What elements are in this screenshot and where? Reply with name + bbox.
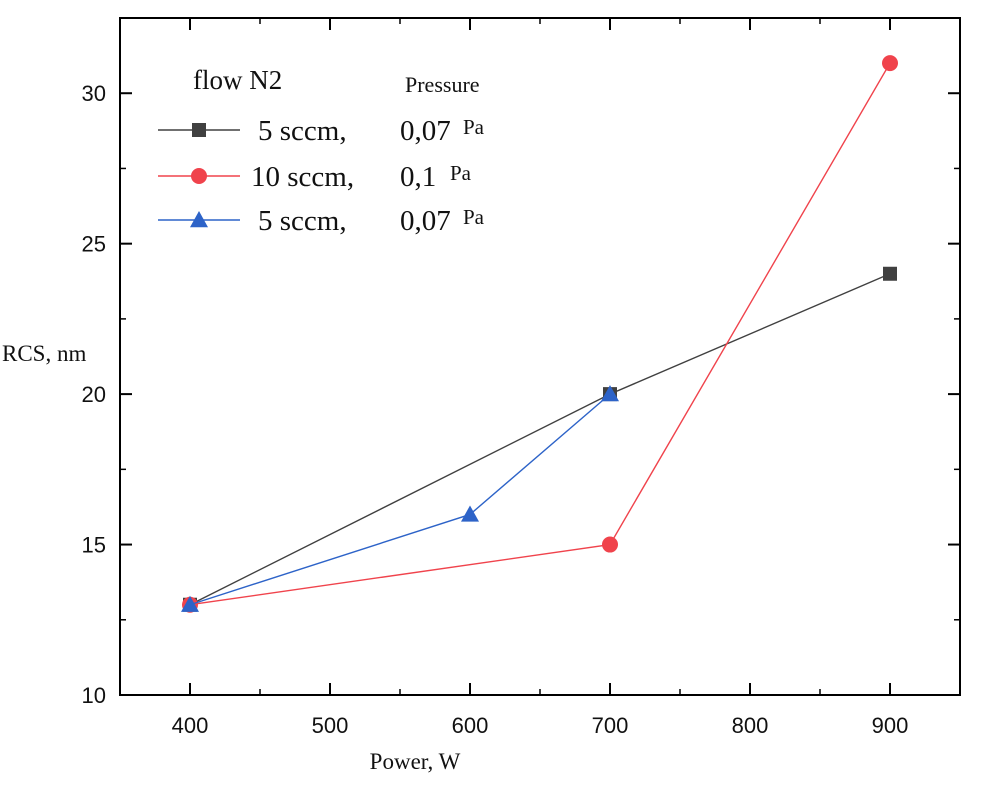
- series-layer: [181, 55, 898, 613]
- series-3: [181, 385, 619, 612]
- x-axis-title: Power, W: [370, 749, 461, 774]
- triangle-marker: [601, 385, 619, 402]
- y-tick-label: 25: [82, 232, 106, 257]
- triangle-marker: [181, 595, 199, 612]
- x-tick-label: 900: [872, 713, 909, 738]
- y-axis-title: RCS, nm: [2, 341, 86, 366]
- x-axis: 400 500 600 700 800 900: [119, 18, 961, 738]
- x-tick-label: 500: [312, 713, 349, 738]
- x-tick-label: 800: [732, 713, 769, 738]
- circle-marker: [882, 55, 898, 72]
- y-tick-label: 15: [82, 533, 106, 558]
- x-tick-label: 400: [172, 713, 209, 738]
- legend-entry: 5 sccm, 0,07 Pa: [158, 115, 485, 147]
- legend-pressure-header: Pressure: [405, 72, 480, 97]
- legend-pressure-unit: Pa: [463, 205, 485, 229]
- series-1: [183, 266, 897, 612]
- legend-flow-label: 5 sccm,: [258, 205, 347, 237]
- legend-pressure-value: 0,1: [400, 161, 436, 193]
- legend-entries: 5 sccm, 0,07 Pa 10 sccm, 0,1 Pa 5 sccm, 0,07 Pa: [158, 115, 485, 237]
- square-marker: [192, 123, 206, 137]
- plot-area: [119, 17, 961, 696]
- plot-frame: [119, 17, 961, 696]
- legend-pressure-unit: Pa: [463, 115, 485, 139]
- triangle-marker: [461, 505, 479, 522]
- legend-entry: 5 sccm, 0,07 Pa: [158, 205, 485, 237]
- x-tick-label: 700: [592, 713, 629, 738]
- series-2: [182, 55, 898, 613]
- legend-pressure-value: 0,07: [400, 205, 451, 237]
- legend-pressure-unit: Pa: [450, 161, 472, 185]
- triangle-marker: [190, 211, 208, 228]
- legend-title: flow N2: [193, 65, 282, 95]
- circle-marker: [191, 168, 207, 184]
- legend-flow-label: 5 sccm,: [258, 115, 347, 147]
- legend: flow N2 Pressure 5 sccm, 0,07 Pa 10 sccm, 0,…: [158, 65, 485, 237]
- legend-flow-label: 10 sccm,: [251, 161, 354, 193]
- legend-entry: 10 sccm, 0,1 Pa: [158, 161, 472, 193]
- y-tick-label: 20: [82, 382, 106, 407]
- y-tick-label: 10: [82, 683, 106, 708]
- circle-marker: [602, 536, 618, 553]
- x-tick-label: 600: [452, 713, 489, 738]
- y-tick-label: 30: [82, 81, 106, 106]
- y-axis: 10 15 20 25 30: [82, 17, 960, 708]
- legend-pressure-value: 0,07: [400, 115, 451, 147]
- square-marker: [883, 266, 897, 281]
